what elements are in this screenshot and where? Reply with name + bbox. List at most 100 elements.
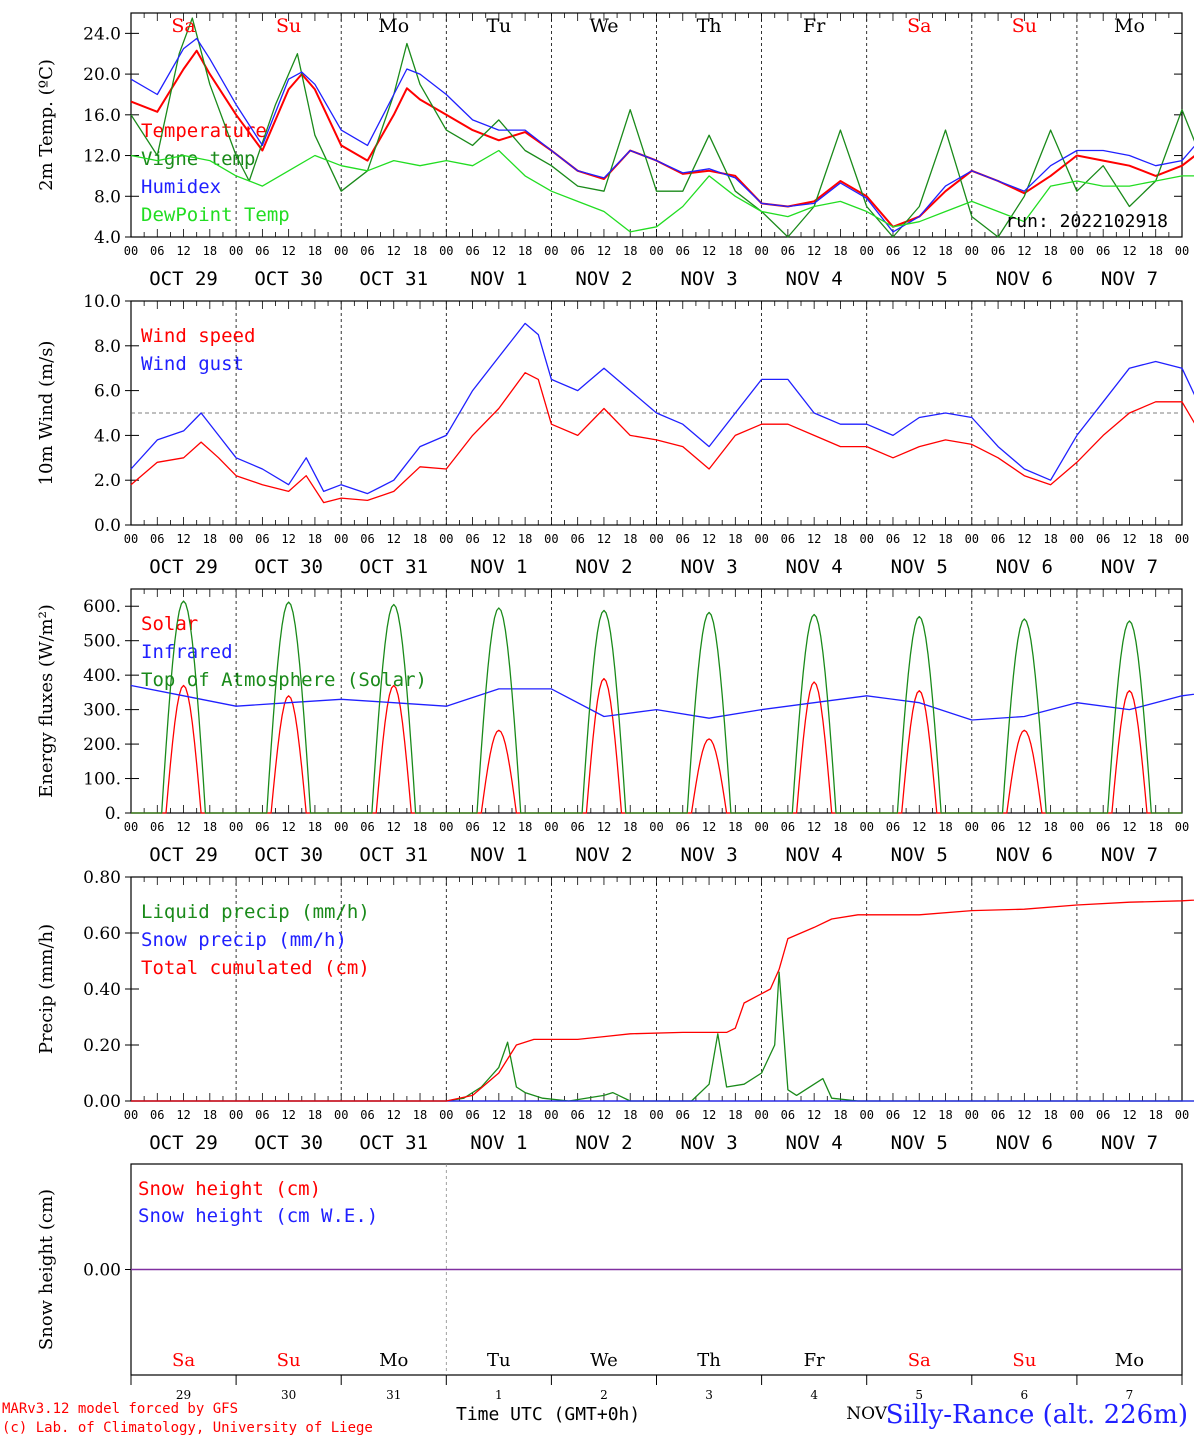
- hour-label: 06: [886, 532, 900, 546]
- date-label: OCT 30: [254, 556, 323, 578]
- weekday-label: Fr: [803, 15, 826, 37]
- hour-label: 18: [518, 244, 532, 258]
- hour-label: 00: [334, 820, 348, 834]
- y-tick-label: 0.20: [83, 1036, 121, 1056]
- hour-label: 18: [623, 1108, 637, 1122]
- hour-label: 00: [544, 820, 558, 834]
- hour-label: 12: [387, 820, 401, 834]
- weekday-label: Sa: [172, 1350, 195, 1371]
- hour-label: 18: [728, 1108, 742, 1122]
- date-label: NOV 7: [1101, 556, 1158, 578]
- weekday-label: We: [590, 1350, 618, 1371]
- hour-label: 18: [203, 532, 217, 546]
- hour-label: 06: [150, 820, 164, 834]
- day-number: 4: [810, 1388, 818, 1402]
- hour-label: 12: [1017, 532, 1031, 546]
- chart-panel-4: 0.00 0.20 0.40 0.60 0.80 Precip (mm/h) Liquid …: [36, 868, 1194, 1154]
- hour-label: 00: [1175, 820, 1189, 834]
- hour-label: 12: [597, 1108, 611, 1122]
- hour-label: 12: [1122, 820, 1136, 834]
- y-tick-label: 4.0: [94, 426, 121, 446]
- hour-label: 06: [360, 1108, 374, 1122]
- y-tick-label: 100.: [83, 770, 121, 790]
- legend-entry: Humidex: [141, 176, 221, 198]
- hour-label: 12: [702, 820, 716, 834]
- legend-entry: Snow height (cm W.E.): [138, 1205, 378, 1227]
- hour-label: 00: [439, 1108, 453, 1122]
- weekday-label: Su: [276, 15, 301, 37]
- hour-label: 00: [229, 244, 243, 258]
- hour-label: 06: [676, 1108, 690, 1122]
- y-tick-label: 0.40: [83, 980, 121, 1000]
- hour-label: 06: [781, 1108, 795, 1122]
- hour-label: 06: [255, 820, 269, 834]
- weekday-label: Mo: [378, 15, 409, 37]
- date-label: NOV 5: [891, 556, 948, 578]
- series-line-2: [130, 684, 1194, 721]
- date-label: NOV 6: [996, 556, 1053, 578]
- hour-label: 06: [676, 532, 690, 546]
- y-tick-label: 300.: [83, 701, 121, 721]
- hour-label: 18: [1148, 1108, 1162, 1122]
- weekday-label: We: [589, 15, 618, 37]
- hour-label: 18: [518, 1108, 532, 1122]
- credit-line: (c) Lab. of Climatology, University of L…: [2, 1420, 373, 1436]
- hour-label: 06: [991, 820, 1005, 834]
- hour-label: 06: [1096, 532, 1110, 546]
- legend-entry: Snow height (cm): [138, 1178, 321, 1200]
- date-label: NOV 7: [1101, 1132, 1158, 1154]
- hour-label: 12: [176, 820, 190, 834]
- hour-label: 12: [597, 820, 611, 834]
- hour-label: 12: [176, 1108, 190, 1122]
- hour-label: 12: [912, 532, 926, 546]
- legend-entry: Liquid precip (mm/h): [141, 901, 370, 923]
- hour-label: 18: [413, 244, 427, 258]
- hour-label: 00: [754, 1108, 768, 1122]
- date-label: NOV 3: [680, 844, 737, 866]
- date-label: NOV 5: [891, 1132, 948, 1154]
- y-tick-label: 10.0: [83, 292, 121, 312]
- y-axis-label: Energy fluxes (W/m²): [36, 604, 57, 798]
- hour-label: 12: [281, 1108, 295, 1122]
- weekday-label: Mo: [379, 1350, 408, 1371]
- y-tick-label: 0.80: [83, 868, 121, 888]
- hour-label: 06: [781, 820, 795, 834]
- date-label: OCT 31: [359, 556, 428, 578]
- weekday-label: Mo: [1115, 1350, 1144, 1371]
- legend-entry: Temperature: [141, 120, 267, 142]
- y-tick-label: 0.60: [83, 924, 121, 944]
- hour-label: 06: [360, 532, 374, 546]
- hour-label: 12: [281, 244, 295, 258]
- hour-label: 00: [229, 1108, 243, 1122]
- y-axis-label: Snow height (cm): [36, 1189, 57, 1350]
- model-line: MARv3.12 model forced by GFS: [2, 1401, 239, 1417]
- weekday-label: Sa: [908, 1350, 931, 1371]
- chart-panel-3: 0. 100. 200. 300. 400. 500. 600. Energy fluxes …: [36, 588, 1194, 866]
- date-label: OCT 30: [254, 268, 323, 290]
- hour-label: 18: [308, 532, 322, 546]
- hour-label: 06: [570, 1108, 584, 1122]
- y-tick-label: 0.: [105, 804, 121, 824]
- hour-label: 00: [124, 244, 138, 258]
- hour-label: 12: [912, 1108, 926, 1122]
- hour-label: 18: [1148, 244, 1162, 258]
- hour-label: 18: [833, 532, 847, 546]
- weekday-label: Sa: [171, 15, 195, 37]
- day-number: 5: [915, 1388, 923, 1402]
- y-tick-label: 20.0: [83, 65, 121, 85]
- date-label: NOV 4: [786, 844, 843, 866]
- hour-label: 18: [518, 532, 532, 546]
- legend-entry: Infrared: [141, 641, 233, 663]
- hour-label: 06: [150, 1108, 164, 1122]
- day-number: 2: [600, 1388, 608, 1402]
- hour-label: 06: [360, 244, 374, 258]
- y-tick-label: 0.00: [83, 1261, 121, 1281]
- date-label: NOV 6: [996, 268, 1053, 290]
- hour-label: 12: [597, 532, 611, 546]
- hour-label: 12: [1122, 1108, 1136, 1122]
- y-tick-label: 0.00: [83, 1092, 121, 1112]
- hour-label: 00: [334, 532, 348, 546]
- hour-label: 18: [1043, 532, 1057, 546]
- day-number: 29: [176, 1388, 191, 1402]
- hour-label: 00: [229, 532, 243, 546]
